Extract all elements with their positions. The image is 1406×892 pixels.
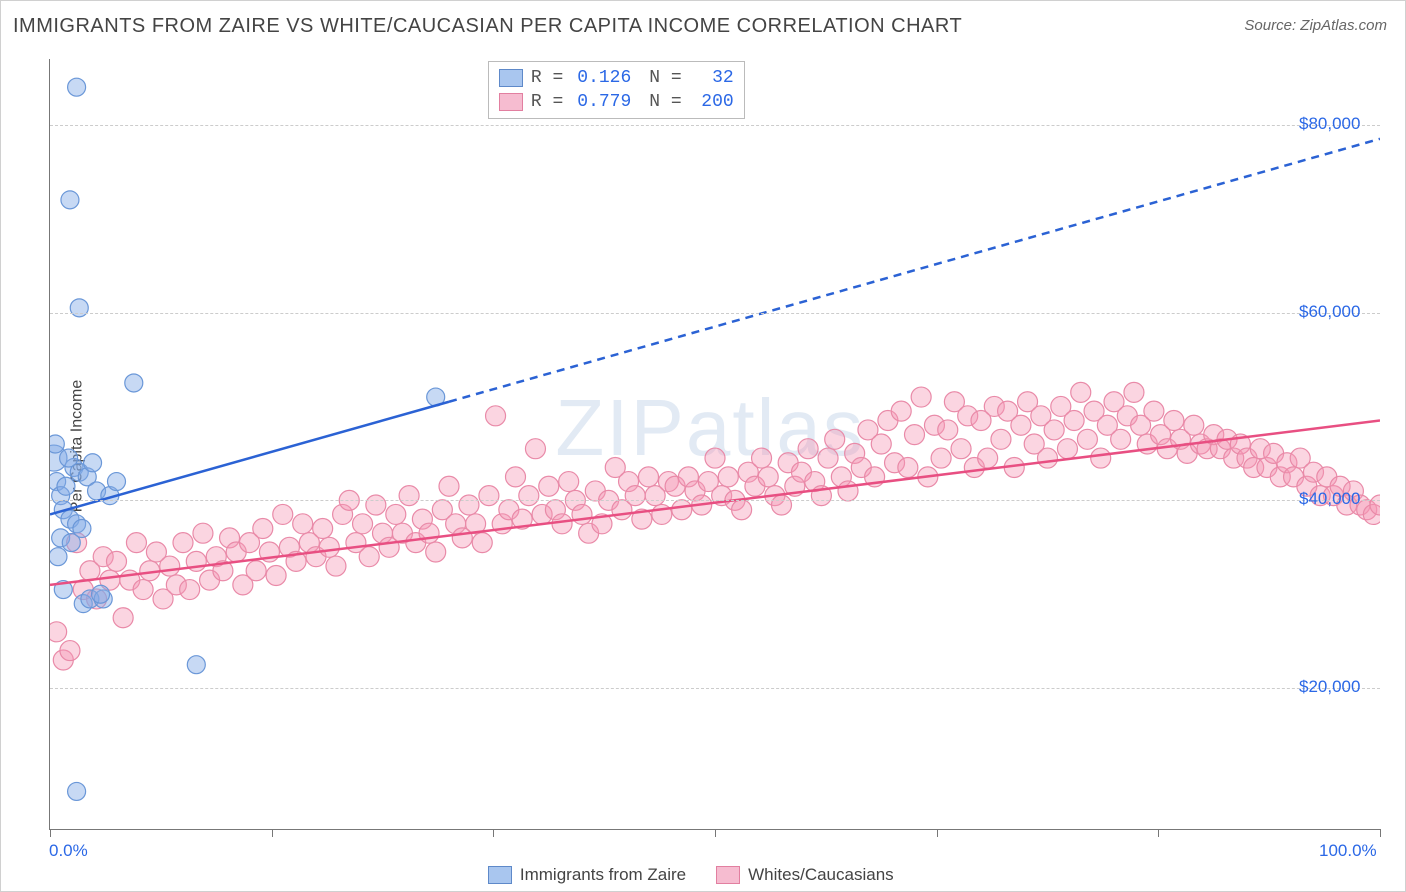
chart-container: IMMIGRANTS FROM ZAIRE VS WHITE/CAUCASIAN…: [0, 0, 1406, 892]
y-tick-label: $60,000: [1299, 302, 1360, 322]
plot-area: ZIPatlas: [49, 59, 1380, 830]
legend-item: Whites/Caucasians: [716, 865, 894, 885]
legend-swatch: [488, 866, 512, 884]
x-tick-label: 0.0%: [49, 841, 88, 861]
x-tick: [715, 829, 716, 837]
r-value: 0.779: [571, 90, 631, 114]
legend-label: Whites/Caucasians: [748, 865, 894, 885]
y-tick-label: $20,000: [1299, 677, 1360, 697]
legend-swatch: [499, 93, 523, 111]
series-legend: Immigrants from Zaire Whites/Caucasians: [488, 865, 894, 885]
gridline: [50, 125, 1380, 126]
n-value: 32: [690, 66, 734, 90]
y-tick-label: $40,000: [1299, 489, 1360, 509]
x-tick: [272, 829, 273, 837]
x-tick: [493, 829, 494, 837]
x-tick: [1158, 829, 1159, 837]
legend-swatch: [716, 866, 740, 884]
x-tick: [50, 829, 51, 837]
gridline: [50, 500, 1380, 501]
x-tick-label: 100.0%: [1319, 841, 1377, 861]
legend-swatch: [499, 69, 523, 87]
n-value: 200: [690, 90, 734, 114]
legend-label: Immigrants from Zaire: [520, 865, 686, 885]
legend-row: R = 0.779 N = 200: [499, 90, 734, 114]
chart-title: IMMIGRANTS FROM ZAIRE VS WHITE/CAUCASIAN…: [13, 15, 962, 38]
chart-svg: [50, 59, 1380, 829]
gridline: [50, 688, 1380, 689]
gridline: [50, 313, 1380, 314]
x-tick: [937, 829, 938, 837]
source-label: Source: ZipAtlas.com: [1244, 17, 1387, 34]
x-tick: [1380, 829, 1381, 837]
r-value: 0.126: [571, 66, 631, 90]
legend-row: R = 0.126 N = 32: [499, 66, 734, 90]
correlation-legend: R = 0.126 N = 32 R = 0.779 N = 200: [488, 61, 745, 119]
source-name: ZipAtlas.com: [1300, 17, 1387, 34]
y-tick-label: $80,000: [1299, 114, 1360, 134]
legend-item: Immigrants from Zaire: [488, 865, 686, 885]
